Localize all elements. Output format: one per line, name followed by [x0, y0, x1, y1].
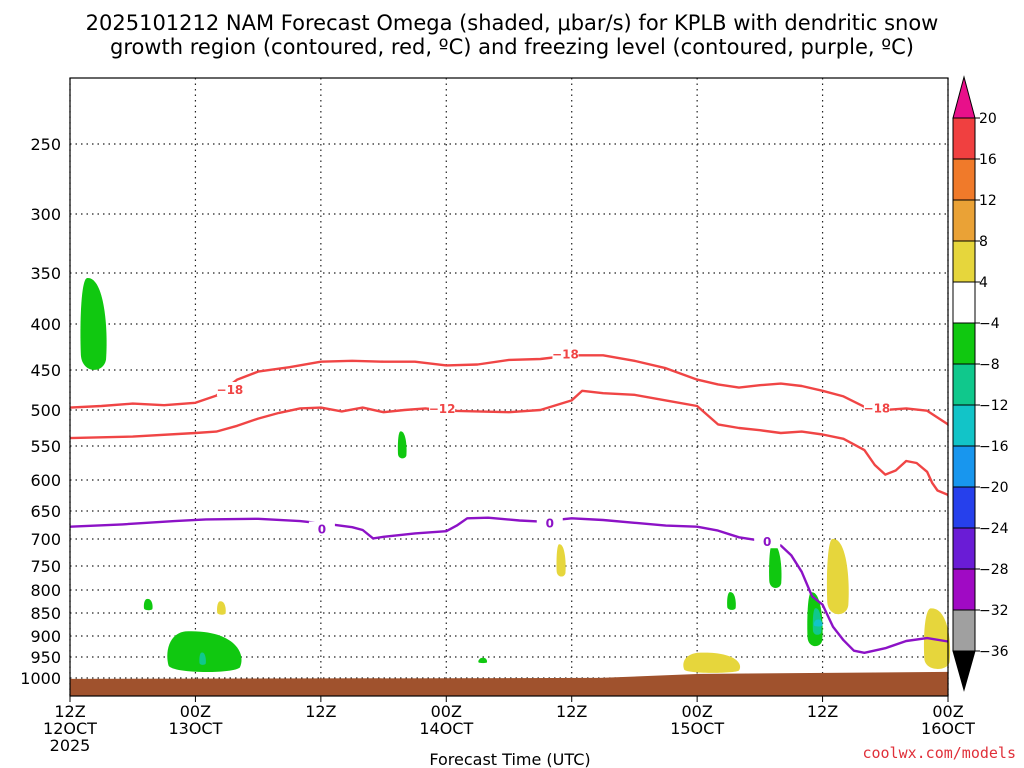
colorbar-label: −12: [979, 398, 1009, 414]
y-tick-label: 550: [30, 437, 61, 456]
y-tick-label: 850: [30, 604, 61, 623]
colorbar-label: 4: [979, 275, 988, 291]
colorbar-band: [952, 527, 976, 570]
y-tick-label: 650: [30, 502, 61, 521]
colorbar-top-arrow: [952, 75, 976, 119]
y-tick-label: 700: [30, 530, 61, 549]
y-tick-label: 950: [30, 648, 61, 667]
colorbar-band: [952, 363, 976, 406]
contour-label: −18: [864, 401, 891, 415]
contour-label: 0: [318, 522, 326, 536]
y-tick-label: 450: [30, 361, 61, 380]
x-tick-label: 12Z: [556, 702, 587, 721]
plot-border: [69, 77, 949, 697]
contour-label: −12: [429, 402, 456, 416]
x-tick-label: 00Z: [681, 702, 712, 721]
y-tick-label: 750: [30, 557, 61, 576]
colorbar-band: [952, 404, 976, 447]
colorbar-label: −28: [979, 562, 1009, 578]
omega-shaded-region: [727, 592, 736, 610]
contour-label-bg: [216, 382, 243, 396]
colorbar-label: 16: [979, 152, 997, 168]
colorbar-label: −4: [979, 316, 1000, 332]
x-tick-label: 2025: [50, 736, 91, 755]
omega-shaded-region: [80, 278, 107, 370]
contour-label-bg: [429, 401, 456, 416]
contour-label-bg: [863, 400, 890, 415]
y-tick-label: 500: [30, 401, 61, 420]
contour-line: [69, 389, 949, 497]
y-tick-label: 300: [30, 205, 61, 224]
contour-label-bg: [308, 521, 335, 536]
colorbar-label: −8: [979, 357, 1000, 373]
contour-label-bg: [536, 515, 563, 530]
contour-label: 0: [763, 535, 771, 549]
x-tick-label: 12OCT: [43, 719, 97, 738]
colorbar-bottom-arrow: [952, 650, 976, 692]
x-axis-label: Forecast Time (UTC): [429, 750, 590, 768]
omega-shaded-region: [167, 631, 242, 672]
x-tick-label: 12Z: [54, 702, 85, 721]
omega-shaded-region: [683, 652, 741, 673]
omega-shaded-region: [769, 544, 782, 589]
y-tick-label: 250: [30, 135, 61, 154]
colorbar-label: 20: [979, 111, 997, 127]
colorbar-label: 8: [979, 234, 988, 250]
omega-shaded-region: [556, 544, 566, 577]
colorbar-band: [952, 117, 976, 160]
colorbar-band: [952, 281, 976, 324]
x-tick-label: 16OCT: [921, 719, 975, 738]
omega-shaded-region: [826, 538, 849, 615]
colorbar-label: −20: [979, 480, 1009, 496]
colorbar-label: −24: [979, 521, 1009, 537]
x-tick-label: 12Z: [305, 702, 336, 721]
y-tick-label: 600: [30, 471, 61, 490]
x-tick-label: 00Z: [932, 702, 963, 721]
x-tick-label: 15OCT: [670, 719, 724, 738]
y-tick-label: 800: [30, 581, 61, 600]
colorbar-band: [952, 322, 976, 365]
y-tick-label: 350: [30, 264, 61, 283]
colorbar-label: −16: [979, 439, 1009, 455]
omega-shaded-region: [478, 657, 488, 664]
chart-title-line-1: 2025101212 NAM Forecast Omega (shaded, μ…: [86, 11, 939, 35]
y-tick-label: 1000: [20, 669, 61, 688]
omega-shaded-region: [143, 598, 153, 611]
contour-label: 0: [546, 516, 554, 530]
chart-title-line-2: growth region (contoured, red, ºC) and f…: [110, 35, 914, 59]
omega-shaded-region: [813, 619, 823, 627]
y-tick-label: 900: [30, 627, 61, 646]
contour-label-bg: [552, 346, 579, 361]
colorbar-band: [952, 486, 976, 529]
contour-label: −18: [552, 347, 579, 361]
colorbar-band: [952, 568, 976, 611]
colorbar-label: −32: [979, 603, 1009, 619]
colorbar-label: 12: [979, 193, 997, 209]
colorbar-band: [952, 609, 976, 652]
colorbar-band: [952, 445, 976, 488]
colorbar-band: [952, 240, 976, 283]
omega-shaded-region: [397, 431, 407, 459]
contour-line: [69, 516, 949, 654]
omega-shaded-region: [199, 652, 206, 665]
y-tick-label: 400: [30, 315, 61, 334]
contour-label-bg: [754, 534, 781, 549]
x-tick-label: 13OCT: [168, 719, 222, 738]
x-tick-label: 00Z: [431, 702, 462, 721]
colorbar-label: −36: [979, 644, 1009, 660]
colorbar-band: [952, 158, 976, 201]
x-tick-label: 14OCT: [419, 719, 473, 738]
x-tick-label: 00Z: [180, 702, 211, 721]
x-tick-label: 12Z: [807, 702, 838, 721]
contour-label: −18: [217, 383, 244, 397]
colorbar-band: [952, 199, 976, 242]
credit-text: coolwx.com/models: [862, 744, 1016, 762]
terrain-fill: [70, 671, 948, 696]
omega-shaded-region: [217, 601, 226, 615]
